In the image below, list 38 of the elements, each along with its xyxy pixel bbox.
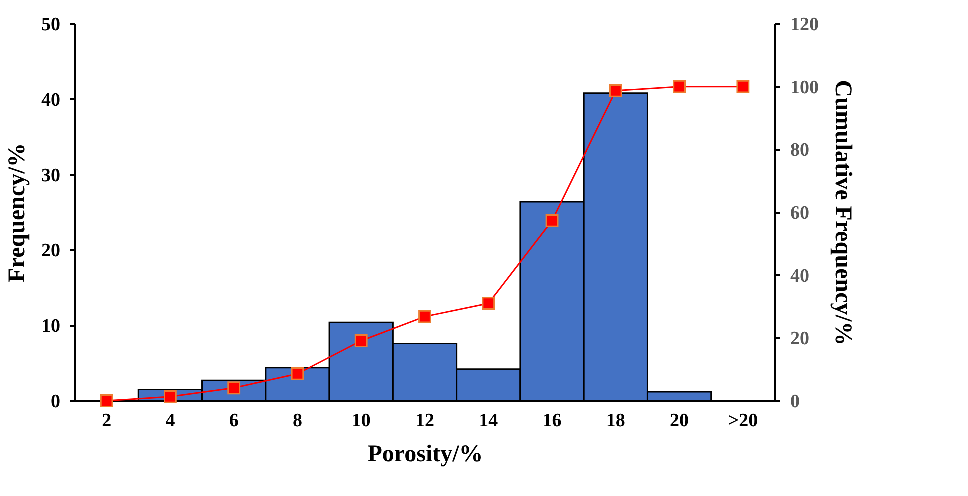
x-tick-label: 2 <box>102 410 112 432</box>
x-tick-label: 12 <box>416 410 434 432</box>
y2-tick-label: 80 <box>790 140 810 162</box>
y2-tick-label: 120 <box>790 14 819 36</box>
y2-tick-label: 40 <box>790 266 810 287</box>
point <box>482 297 496 310</box>
y2-tick-label: 60 <box>790 203 810 224</box>
x-tick-label: >20 <box>728 410 758 432</box>
y-tick-label: 0 <box>51 392 60 412</box>
point <box>673 80 686 94</box>
x-tick-label: 8 <box>292 410 302 432</box>
y2-tick-label: 0 <box>790 392 800 412</box>
point <box>291 368 304 380</box>
point <box>228 382 241 395</box>
x-tick-label: 14 <box>479 410 499 432</box>
y-tick-label: 20 <box>42 240 60 262</box>
y-tick-label: 50 <box>42 14 60 36</box>
y-axis-title: Frequency/% <box>4 143 30 283</box>
x-tick-label: 6 <box>229 410 239 432</box>
x-axis-title: Porosity/% <box>368 442 484 468</box>
point <box>164 390 177 404</box>
x-tick-label: 16 <box>542 410 562 432</box>
point <box>736 80 750 94</box>
x-tick-label: 4 <box>166 410 176 432</box>
y2-tick-label: 100 <box>790 77 819 98</box>
point <box>100 394 114 408</box>
y-tick-label: 10 <box>42 316 60 338</box>
point <box>546 214 559 228</box>
y2-axis-title: Cumulative Frequency/% <box>830 80 856 346</box>
y-tick-label: 40 <box>42 90 60 111</box>
point <box>418 310 432 324</box>
point <box>609 84 622 98</box>
point <box>354 334 368 348</box>
x-tick-label: 10 <box>352 410 371 432</box>
y-tick-label: 30 <box>42 165 60 186</box>
x-tick-label: 18 <box>606 410 626 432</box>
y2-tick-label: 20 <box>790 328 810 350</box>
x-tick-label: 20 <box>670 410 690 432</box>
